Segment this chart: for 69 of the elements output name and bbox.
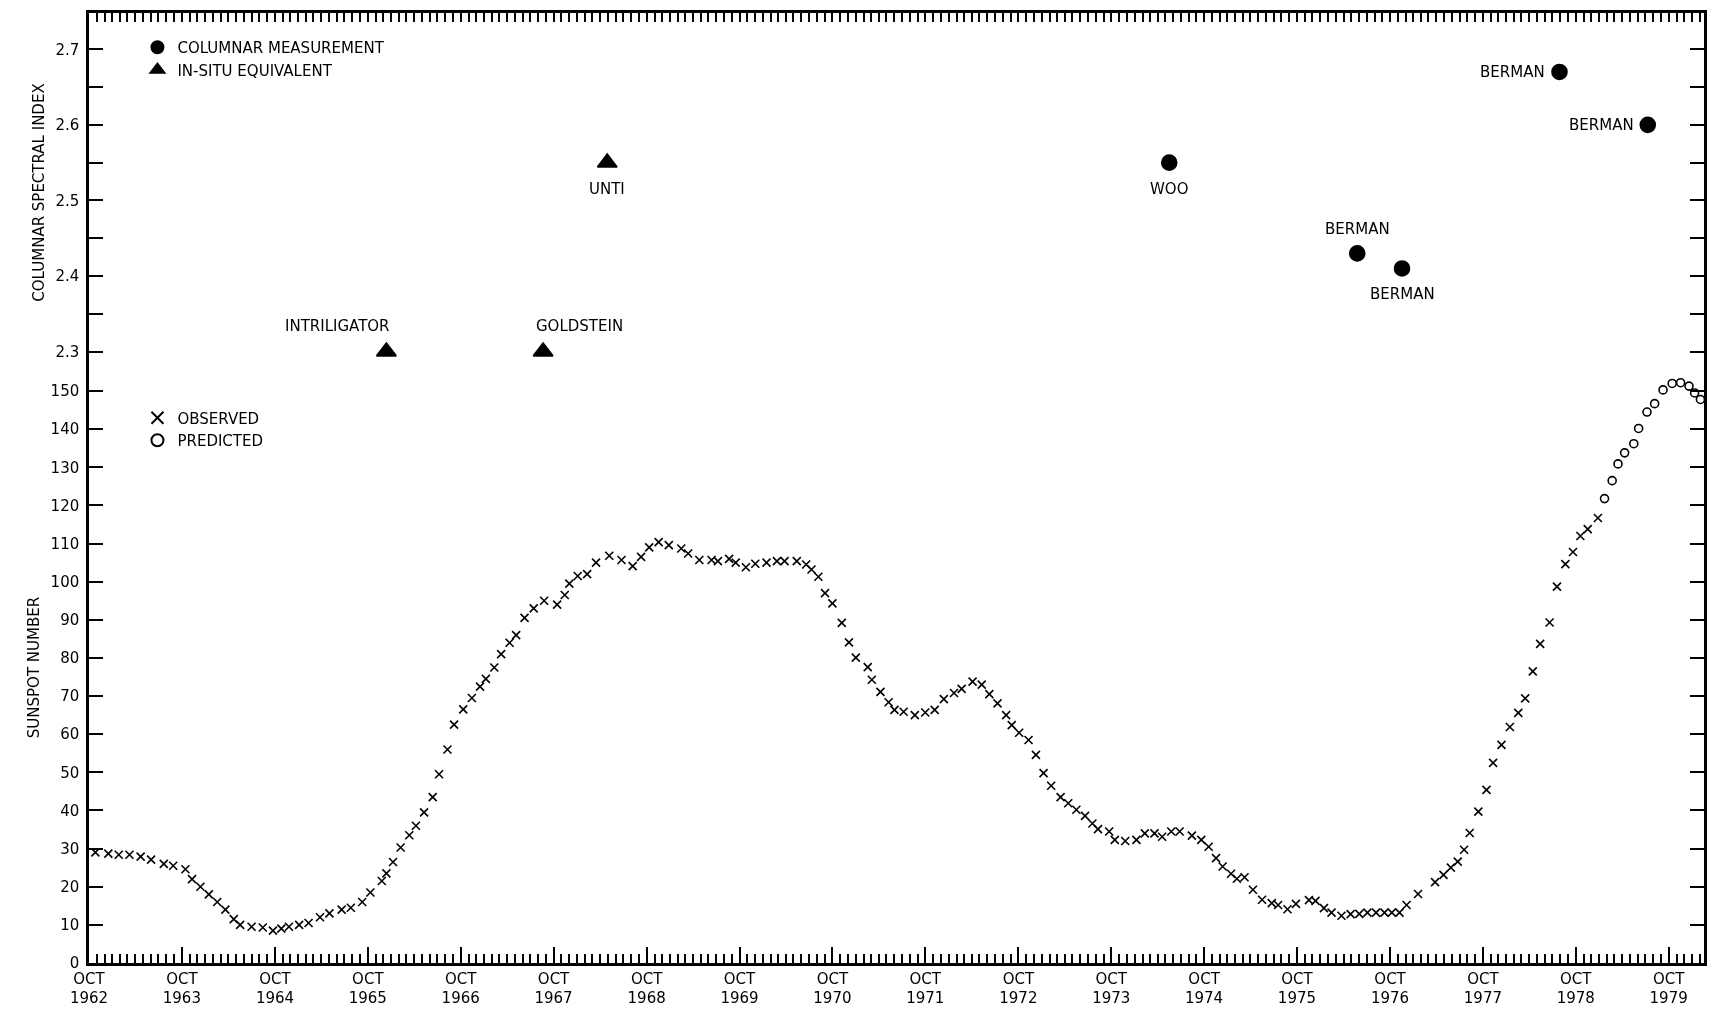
y-tick-label: 100 [50, 572, 80, 591]
x-tick-label: OCT 1973 [1092, 969, 1131, 1008]
legend-label: COLUMNAR MEASUREMENT [177, 39, 385, 58]
point [1160, 154, 1178, 171]
point [1667, 378, 1677, 389]
x-tick-label: OCT 1979 [1649, 969, 1688, 1008]
y-tick-label: 2.3 [55, 342, 80, 361]
y-axis-title: SUNSPOT NUMBER [24, 596, 43, 739]
point [1675, 377, 1686, 388]
point [1619, 448, 1630, 458]
x-tick-label: OCT 1971 [906, 969, 945, 1008]
point [1613, 459, 1623, 469]
annotation: INTRILIGATOR [285, 317, 390, 335]
annotation: BERMAN [1480, 63, 1545, 81]
legend-label: IN-SITU EQUIVALENT [177, 61, 333, 80]
point [1639, 116, 1657, 134]
y-tick-label: 60 [60, 725, 80, 744]
x-tick-label: OCT 1978 [1556, 969, 1595, 1008]
annotation: UNTI [589, 180, 625, 198]
point [1684, 381, 1694, 391]
y-tick-label: 2.5 [55, 191, 80, 210]
point [1642, 407, 1652, 417]
x-tick-label: OCT 1974 [1184, 969, 1224, 1008]
x-tick-label: OCT 1967 [534, 969, 573, 1008]
x-tick-label: OCT 1964 [255, 969, 295, 1008]
y-tick-label: 2.7 [55, 40, 80, 59]
x-tick-label: OCT 1975 [1277, 969, 1317, 1008]
y-tick-label: 140 [50, 420, 80, 439]
y-tick-label: 50 [60, 763, 80, 782]
legend-label: OBSERVED [177, 409, 260, 428]
y-tick-label: 2.4 [55, 267, 80, 286]
annotation: BERMAN [1370, 285, 1435, 303]
y-tick-label: 130 [50, 458, 80, 477]
y-axis-title: COLUMNAR SPECTRAL INDEX [29, 83, 48, 302]
point [1599, 493, 1610, 504]
legend-label: PREDICTED [177, 432, 264, 451]
x-tick-label: OCT 1976 [1370, 969, 1410, 1008]
annotation: BERMAN [1569, 116, 1634, 134]
x-tick-label: OCT 1970 [813, 969, 852, 1008]
y-tick-label: 40 [60, 801, 80, 820]
x-tick-label: OCT 1965 [348, 969, 387, 1008]
point [1649, 398, 1660, 409]
point [1628, 438, 1639, 449]
x-tick-label: OCT 1972 [999, 969, 1038, 1008]
x-tick-label: OCT 1968 [627, 969, 666, 1008]
x-tick-label: OCT 1977 [1463, 969, 1503, 1008]
y-tick-label: 20 [60, 877, 80, 896]
y-tick-label: 10 [60, 916, 80, 935]
point [1689, 388, 1700, 398]
y-tick-label: 120 [50, 496, 80, 515]
x-tick-label: OCT 1966 [441, 969, 480, 1008]
annotation: WOO [1150, 180, 1189, 198]
y-tick-label: 110 [50, 534, 80, 553]
point [1633, 423, 1644, 434]
y-tick-label: 80 [60, 649, 80, 668]
annotation: BERMAN [1325, 220, 1390, 238]
y-tick-label: 150 [50, 382, 80, 401]
y-tick-label: 2.6 [55, 116, 80, 135]
point [1393, 260, 1411, 277]
annotation: GOLDSTEIN [536, 317, 624, 335]
y-tick-label: 90 [60, 611, 80, 630]
y-tick-label: 70 [60, 687, 80, 706]
point [1551, 63, 1568, 81]
point [1658, 385, 1668, 395]
x-tick-label: OCT 1963 [162, 969, 201, 1008]
x-tick-label: OCT 1969 [720, 969, 759, 1008]
point [1607, 475, 1617, 486]
y-tick-label: 30 [60, 839, 80, 858]
point [1348, 245, 1366, 262]
